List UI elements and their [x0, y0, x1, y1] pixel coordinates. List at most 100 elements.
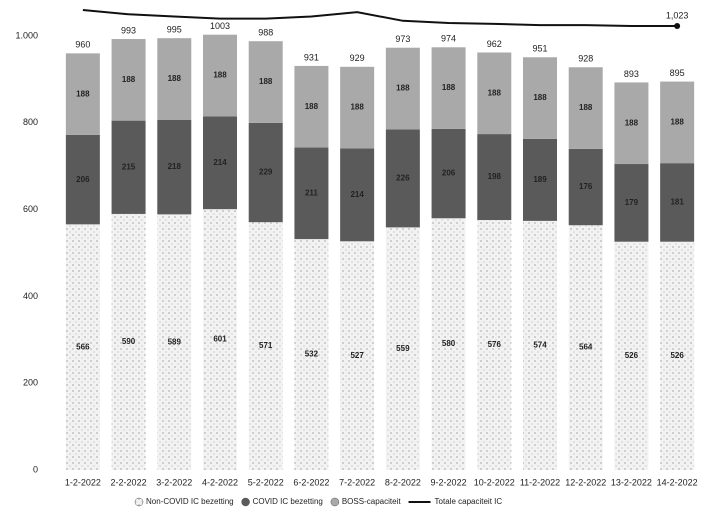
data-label: 188 — [350, 103, 364, 112]
total-label: 893 — [624, 69, 639, 79]
data-label: 188 — [670, 117, 684, 126]
bar-segment — [385, 47, 420, 130]
bar-segment — [477, 52, 512, 135]
bar-segment — [157, 38, 192, 120]
bar-segment — [203, 209, 237, 470]
bar-segment — [385, 227, 420, 470]
data-label: 214 — [350, 190, 364, 199]
bar-segment — [248, 41, 283, 123]
data-label: 214 — [213, 158, 227, 167]
total-label: 988 — [258, 28, 273, 38]
data-label: 527 — [350, 351, 364, 360]
data-label: 226 — [396, 173, 410, 182]
data-label: 188 — [488, 88, 502, 97]
bar-segment — [614, 82, 649, 165]
data-label: 188 — [259, 77, 273, 86]
bar-segment — [431, 128, 466, 219]
data-label: 206 — [76, 175, 90, 184]
data-label: 188 — [122, 75, 136, 84]
bar-segment — [614, 164, 649, 242]
bar-segment — [248, 122, 283, 223]
x-tick-label: 5-2-2022 — [248, 477, 284, 487]
bar-segment — [477, 134, 512, 221]
data-label: 188 — [579, 103, 593, 112]
legend-label: Totale capaciteit IC — [435, 497, 503, 506]
data-label: 574 — [533, 341, 547, 350]
total-label: 973 — [395, 34, 410, 44]
data-label: 188 — [168, 74, 182, 83]
data-label: 589 — [168, 337, 182, 346]
x-tick-label: 8-2-2022 — [385, 477, 421, 487]
x-tick-label: 6-2-2022 — [293, 477, 329, 487]
total-label: 1003 — [210, 21, 230, 31]
bar-segment — [431, 218, 466, 470]
total-label: 951 — [532, 44, 547, 54]
bar-segment — [568, 148, 603, 226]
legend-marker — [241, 497, 250, 507]
data-label: 188 — [76, 89, 90, 98]
line-label: 1,023 — [666, 10, 689, 20]
bar-segment — [431, 47, 466, 129]
bar-segment — [340, 241, 375, 470]
bar-segment — [203, 34, 237, 117]
bar-segment — [614, 241, 649, 470]
bar-segment — [568, 67, 603, 149]
x-tick-label: 4-2-2022 — [202, 477, 238, 487]
bar-segment — [294, 65, 329, 148]
data-label: 188 — [396, 84, 410, 93]
x-tick-label: 3-2-2022 — [156, 477, 192, 487]
legend-label: BOSS-capaciteit — [342, 497, 401, 506]
data-label: 189 — [533, 175, 547, 184]
data-label: 215 — [122, 162, 136, 171]
bar-segment — [294, 239, 329, 470]
total-label: 931 — [304, 52, 319, 62]
x-tick-label: 14-2-2022 — [657, 477, 698, 487]
bar-segment — [157, 119, 192, 215]
bar-segment — [340, 66, 375, 149]
data-label: 564 — [579, 343, 593, 352]
data-label: 188 — [305, 102, 319, 111]
x-tick-label: 13-2-2022 — [611, 477, 652, 487]
data-label: 188 — [625, 118, 639, 127]
y-tick-label: 600 — [23, 204, 38, 214]
total-label: 993 — [121, 25, 136, 35]
data-label: 532 — [305, 350, 319, 359]
bar-segment — [65, 134, 100, 225]
total-label: 928 — [578, 54, 593, 64]
line — [82, 8, 678, 28]
data-label: 181 — [670, 198, 684, 207]
x-tick-label: 9-2-2022 — [431, 477, 467, 487]
data-label: 218 — [168, 162, 182, 171]
bar-segment — [294, 147, 329, 240]
total-label: 960 — [75, 40, 90, 50]
bar-segment — [523, 138, 557, 221]
data-label: 580 — [442, 339, 456, 348]
bar-segment — [111, 213, 146, 470]
data-label: 188 — [533, 93, 547, 102]
x-tick-label: 12-2-2022 — [565, 477, 606, 487]
data-label: 229 — [259, 168, 273, 177]
total-label: 995 — [167, 25, 182, 35]
y-tick-label: 800 — [23, 117, 38, 127]
data-label: 566 — [76, 342, 90, 351]
data-label: 576 — [488, 340, 502, 349]
y-tick-label: 1.000 — [15, 30, 38, 40]
legend-marker — [134, 497, 144, 507]
data-label: 571 — [259, 341, 273, 350]
bar-segment — [660, 241, 695, 470]
bar-segment — [65, 224, 100, 470]
total-label: 974 — [441, 34, 456, 44]
x-tick-label: 2-2-2022 — [111, 477, 147, 487]
bar-segment — [111, 120, 146, 214]
bar-segment — [203, 116, 237, 210]
bar-segment — [477, 220, 512, 470]
bar-segment — [523, 220, 557, 470]
data-label: 526 — [670, 351, 684, 360]
total-label: 895 — [670, 68, 685, 78]
y-tick-label: 400 — [23, 291, 38, 301]
data-label: 206 — [442, 169, 456, 178]
x-tick-label: 1-2-2022 — [65, 477, 101, 487]
total-label: 962 — [487, 39, 502, 49]
bar-segment — [111, 39, 146, 121]
